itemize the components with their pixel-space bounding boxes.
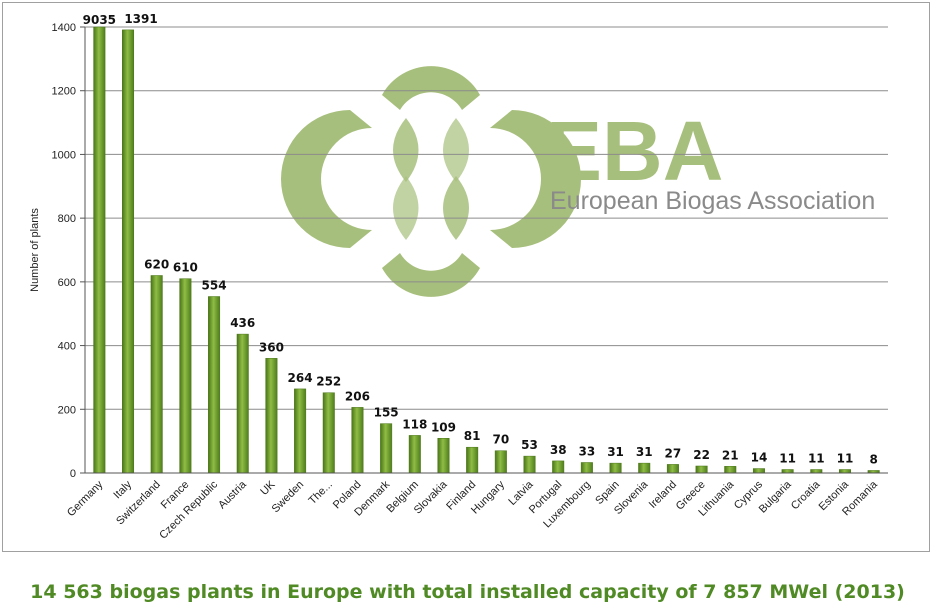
bar-estonia — [838, 469, 851, 474]
bar-denmark — [380, 423, 393, 474]
grid-lines — [85, 26, 888, 410]
bar-cyprus — [752, 468, 765, 474]
data-label: 11 — [779, 451, 796, 465]
bar-slovakia — [437, 438, 450, 474]
bar-czech-republic — [208, 296, 221, 474]
data-label: 70 — [492, 433, 509, 447]
bar-hungary — [494, 450, 507, 474]
y-tick-label: 400 — [58, 341, 76, 353]
bar-chart: EBA European Biogas Association 0 200 400 6… — [29, 12, 888, 542]
bar-uk — [265, 358, 278, 474]
data-label: 38 — [550, 443, 567, 457]
bar-switzerland — [150, 275, 163, 474]
data-label: 33 — [579, 444, 596, 458]
bar-greece — [695, 465, 708, 474]
data-label: 11 — [837, 451, 854, 465]
bar-lithuania — [724, 466, 737, 474]
axes: 0 200 400 600 800 1000 1200 1400 — [52, 22, 888, 480]
data-label: 264 — [288, 371, 313, 385]
bar-finland — [466, 446, 479, 474]
bar-slovenia — [638, 462, 651, 474]
x-tick-label: Austria — [216, 478, 249, 511]
data-label: 155 — [374, 406, 399, 420]
y-tick-label: 1200 — [52, 86, 76, 98]
bar-latvia — [523, 455, 536, 474]
data-label: 21 — [722, 448, 739, 462]
x-tick-label: Germany — [65, 478, 106, 519]
x-tick-label: UK — [258, 478, 278, 498]
data-label: 620 — [144, 257, 169, 271]
data-label: 360 — [259, 340, 284, 354]
bar-portugal — [552, 460, 565, 474]
eba-logo-mark — [281, 66, 581, 297]
bar-luxembourg — [580, 462, 593, 474]
y-tick-label: 800 — [58, 213, 76, 225]
x-tick-label: Italy — [111, 478, 134, 501]
data-label: 118 — [402, 417, 427, 431]
data-label: 554 — [202, 279, 227, 293]
bar-bulgaria — [781, 469, 794, 474]
bar-austria — [236, 333, 249, 474]
data-label: 11 — [808, 451, 825, 465]
data-label: 252 — [316, 375, 341, 389]
data-label: 31 — [636, 445, 653, 459]
bar-poland — [351, 407, 364, 474]
chart-caption: 14 563 biogas plants in Europe with tota… — [30, 581, 905, 603]
bars — [93, 26, 880, 474]
data-label: 9035 — [83, 13, 116, 27]
y-axis-label: Number of plants — [29, 208, 41, 292]
data-label: 610 — [173, 261, 198, 275]
eba-logo: EBA European Biogas Association — [281, 66, 875, 297]
x-tick-label: Bulgaria — [757, 478, 795, 516]
data-label: 27 — [665, 446, 682, 460]
data-label: 22 — [693, 448, 710, 462]
data-label: 436 — [230, 316, 255, 330]
data-label: 206 — [345, 389, 370, 403]
bar-belgium — [408, 435, 421, 474]
data-label: 53 — [521, 438, 538, 452]
data-label: 109 — [431, 420, 456, 434]
data-label: 8 — [869, 452, 877, 466]
data-label: 1391 — [124, 12, 157, 26]
bar-the- — [322, 392, 335, 474]
y-tick-label: 1000 — [52, 149, 76, 161]
y-tick-label: 0 — [70, 468, 76, 480]
bar-sweden — [294, 388, 307, 474]
data-label: 14 — [751, 451, 768, 465]
y-tick-label: 600 — [58, 277, 76, 289]
bar-spain — [609, 462, 622, 474]
bar-ireland — [666, 464, 679, 474]
eba-logo-wordmark: EBA — [546, 104, 723, 198]
y-tick-label: 200 — [58, 404, 76, 416]
eba-logo-subtitle: European Biogas Association — [550, 187, 875, 215]
data-label: 81 — [464, 429, 481, 443]
x-tick-label: Ireland — [647, 479, 679, 511]
y-tick-label: 1400 — [52, 22, 76, 34]
x-tick-label: Sweden — [270, 479, 307, 516]
bar-italy — [122, 29, 135, 474]
bar-germany — [93, 26, 106, 474]
bar-croatia — [810, 469, 823, 474]
data-label: 31 — [607, 445, 624, 459]
bar-france — [179, 278, 192, 474]
